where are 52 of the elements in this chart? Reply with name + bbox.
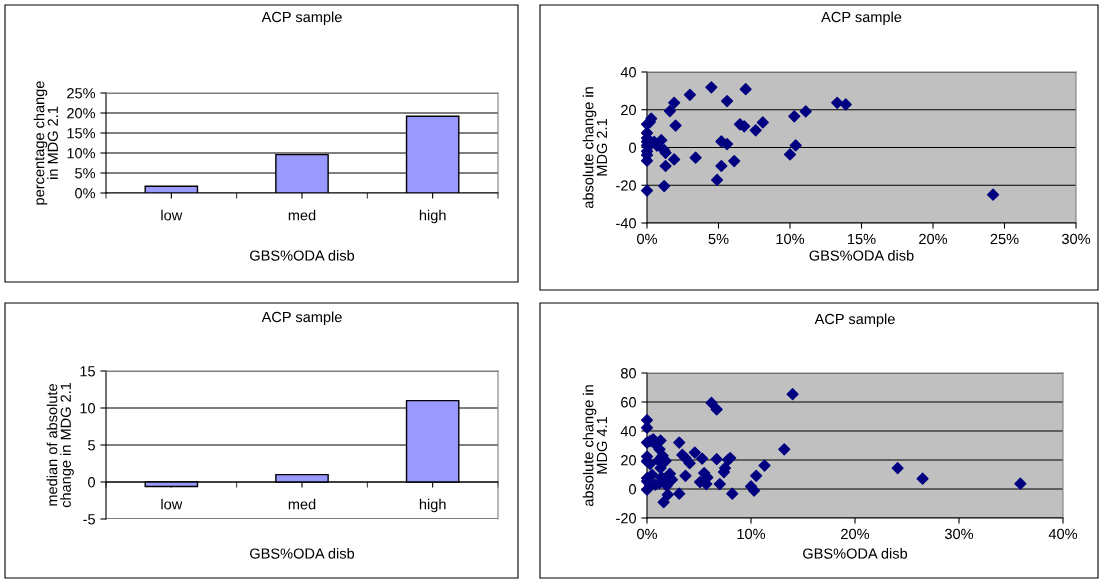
x-tick-label: 40% (1048, 528, 1078, 540)
y-tick-label: 20 (621, 455, 637, 466)
y-tick-label: 60 (621, 397, 637, 408)
x-axis-title: GBS%ODA disb (250, 250, 355, 261)
y-axis-title: percentage change in MDG 2.1 (33, 81, 58, 205)
y-tick-label: 20 (621, 104, 637, 116)
chart-title: ACP sample (261, 311, 342, 326)
x-tick-label: 20% (841, 528, 870, 540)
y-tick-label: 0% (75, 188, 96, 199)
chart-title: ACP sample (821, 11, 902, 26)
y-axis-title: median of absolute change in MDG 2.1 (46, 382, 74, 508)
y-tick-label: 15 (80, 366, 95, 377)
y-tick-label: 15% (67, 128, 96, 139)
x-tick-label: 0% (637, 528, 658, 540)
y-tick-label: 0 (629, 484, 637, 495)
y-tick-label: 40 (620, 67, 637, 78)
x-tick-label: 25% (990, 233, 1019, 245)
y-tick-label: 10 (80, 403, 96, 414)
x-tick-label: 15% (848, 233, 876, 245)
x-axis-title: GBS%ODA disb (250, 548, 355, 559)
y-tick-label: -20 (616, 513, 637, 524)
y-tick-label: 25% (67, 88, 96, 99)
x-tick-label: 30% (1061, 233, 1091, 245)
x-tick-label: med (288, 498, 316, 510)
x-tick-label: 5% (708, 233, 729, 245)
y-tick-label: 10% (67, 148, 96, 159)
y-tick-label: -20 (616, 180, 637, 191)
y-tick-label: 5% (75, 168, 96, 179)
x-tick-label: med (288, 209, 316, 221)
y-tick-label: 20% (67, 108, 96, 119)
y-tick-label: 5 (88, 440, 95, 451)
y-tick-label: -5 (83, 514, 95, 525)
x-axis-title: GBS%ODA disb (803, 548, 908, 559)
x-tick-label: low (161, 498, 183, 510)
x-tick-label: 20% (919, 233, 948, 245)
y-tick-label: 0 (629, 142, 637, 153)
x-tick-label: high (419, 209, 446, 224)
y-tick-label: 80 (621, 368, 637, 379)
x-tick-label: 0% (637, 233, 658, 245)
chart-title: ACP sample (261, 11, 342, 26)
y-axis-title: absolute change in MDG 4.1 (582, 385, 608, 507)
x-tick-label: 10% (737, 528, 766, 540)
y-tick-label: -40 (616, 218, 637, 229)
x-tick-label: high (419, 498, 446, 513)
y-tick-label: 40 (620, 426, 637, 437)
x-tick-label: low (161, 209, 183, 221)
chart-title: ACP sample (814, 313, 895, 328)
y-axis-title: absolute change in MDG 2.1 (582, 87, 608, 209)
x-tick-label: 10% (776, 233, 805, 245)
y-tick-label: 0 (88, 477, 96, 488)
x-axis-title: GBS%ODA disb (809, 250, 914, 261)
x-tick-label: 30% (944, 528, 974, 540)
